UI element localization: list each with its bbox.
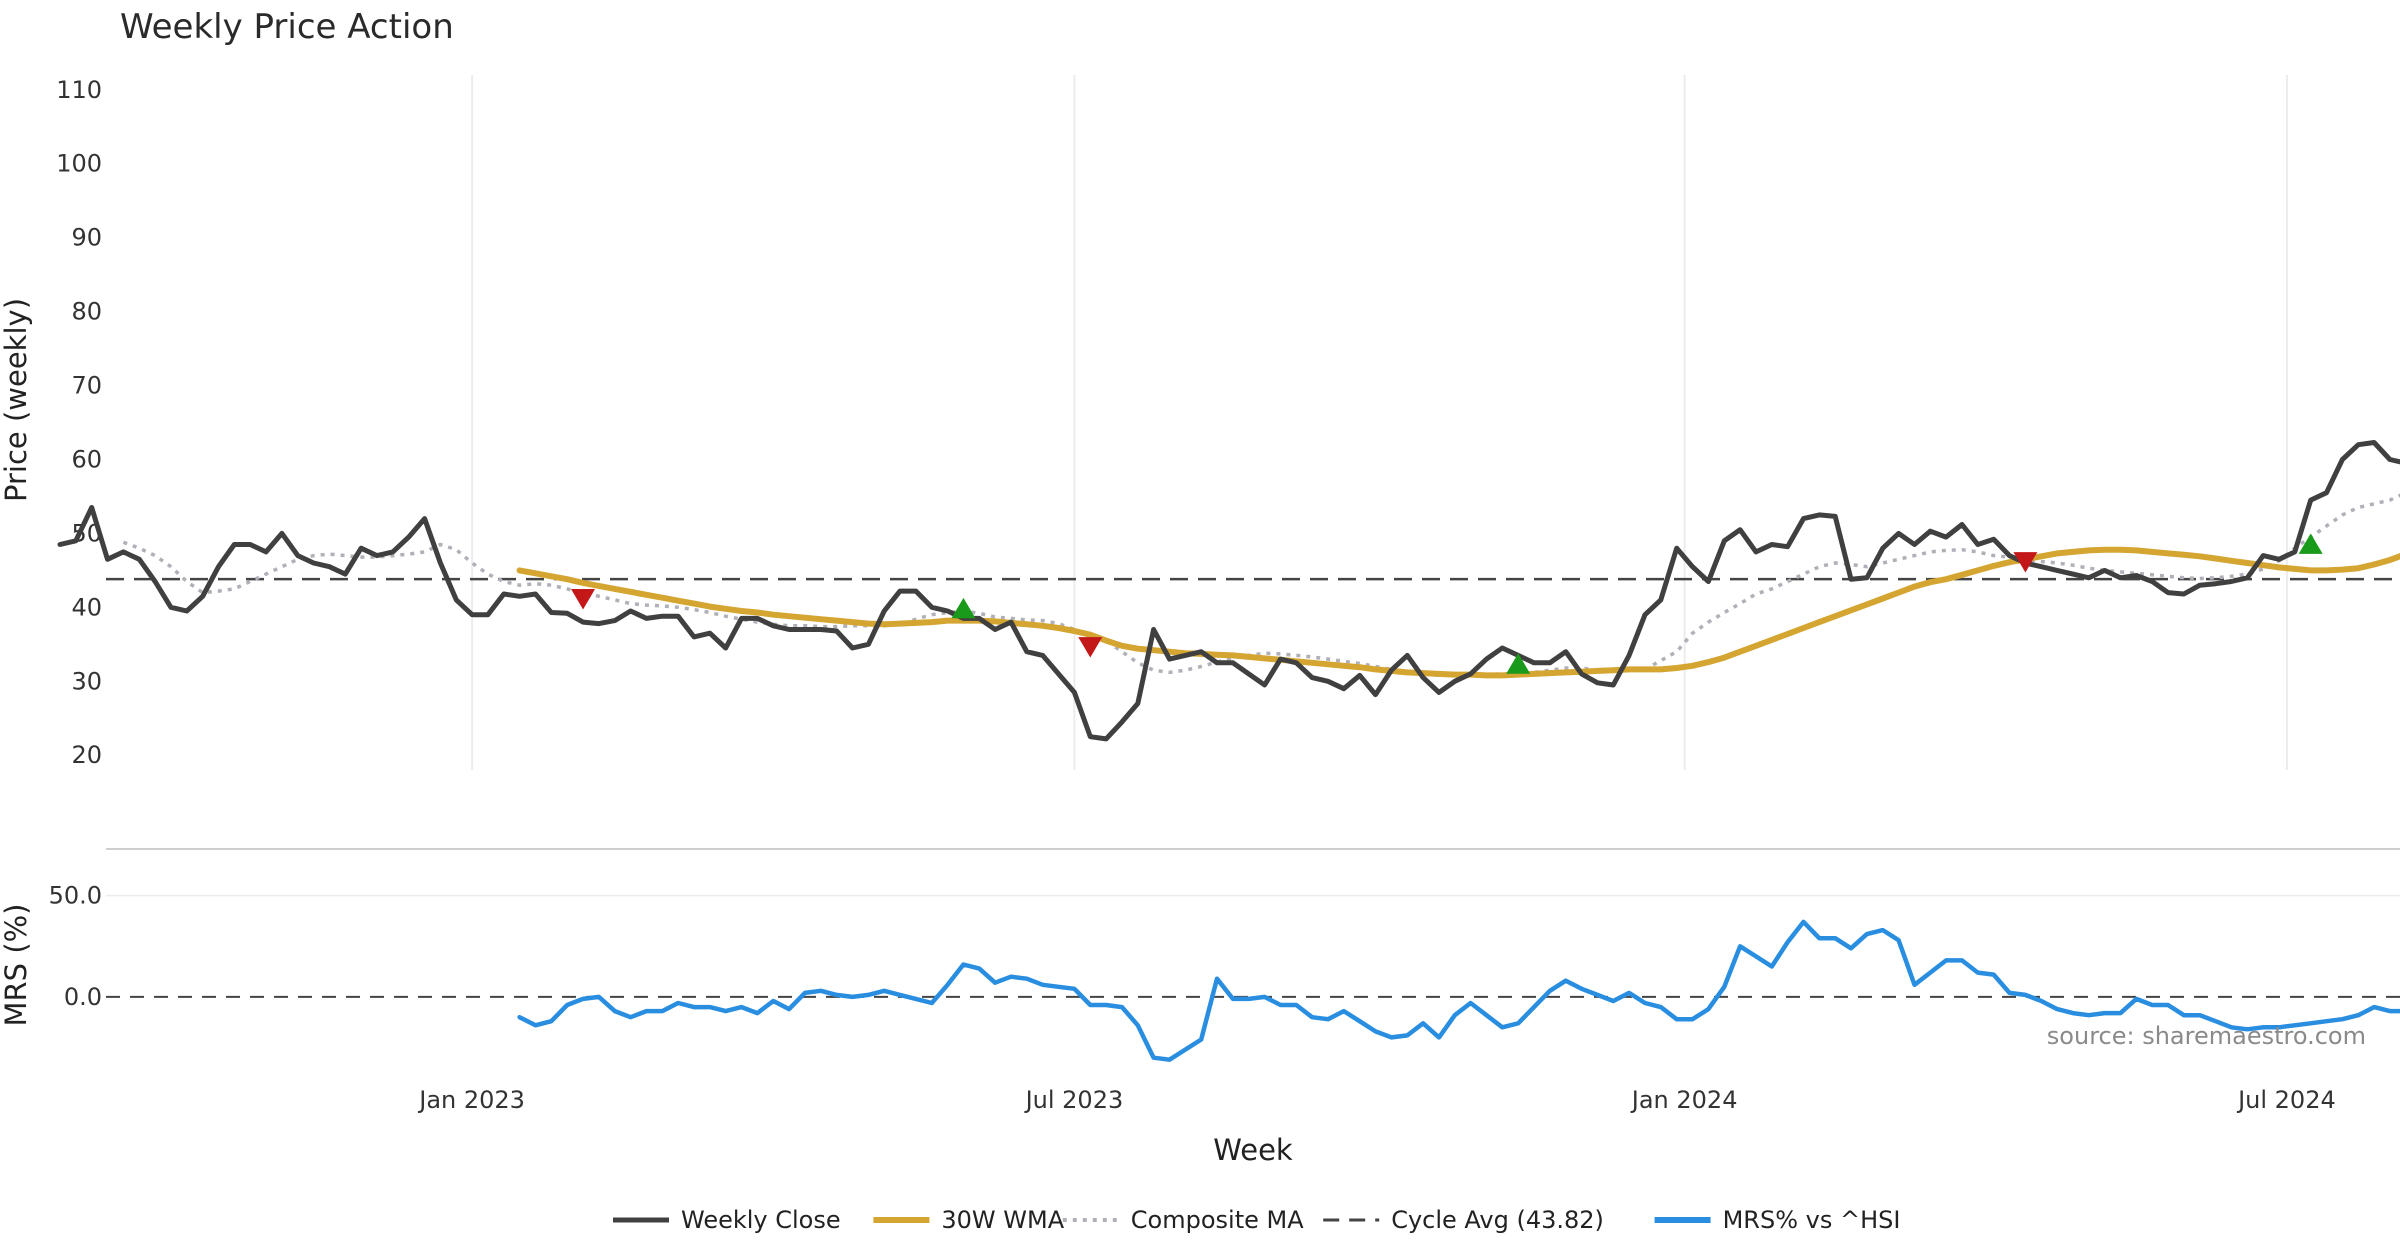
mrs-tick-label: 50.0 xyxy=(49,882,102,910)
series-30w-wma xyxy=(516,546,2400,679)
mrs-y-axis-title: MRS (%) xyxy=(0,904,33,1027)
buy-signal-marker xyxy=(1506,653,1531,674)
y-tick-label: 20 xyxy=(71,741,102,769)
y-tick-label: 70 xyxy=(71,372,102,400)
buy-signal-marker xyxy=(2298,533,2323,554)
x-tick-label: Jan 2023 xyxy=(417,1086,525,1114)
y-tick-label: 30 xyxy=(71,667,102,695)
x-tick-label: Jul 2024 xyxy=(2236,1086,2336,1114)
y-tick-label: 80 xyxy=(71,298,102,326)
mrs-y-axis: 0.0 50.0 xyxy=(49,882,102,1011)
x-tick-label: Jul 2023 xyxy=(1024,1086,1124,1114)
price-y-axis-title: Price (weekly) xyxy=(0,298,33,502)
legend-label: 30W WMA xyxy=(941,1206,1064,1234)
y-tick-label: 60 xyxy=(71,445,102,473)
legend-label: Weekly Close xyxy=(681,1206,841,1234)
legend-label: Cycle Avg (43.82) xyxy=(1391,1206,1604,1234)
x-tick-label: Jan 2024 xyxy=(1630,1086,1738,1114)
mrs-tick-label: 0.0 xyxy=(64,983,102,1011)
y-tick-label: 90 xyxy=(71,224,102,252)
price-grid xyxy=(471,75,2288,770)
legend-label: Composite MA xyxy=(1131,1206,1304,1234)
sell-signal-marker xyxy=(571,589,596,610)
series-weekly-close xyxy=(57,440,2400,742)
sell-signal-marker xyxy=(1078,637,1103,658)
y-tick-label: 100 xyxy=(56,150,102,178)
chart-title: Weekly Price Action xyxy=(120,7,454,47)
legend-label: MRS% vs ^HSI xyxy=(1723,1206,1901,1234)
y-tick-label: 110 xyxy=(56,76,102,104)
x-axis-title: Week xyxy=(1213,1133,1293,1167)
mrs-series-group xyxy=(106,919,2400,1062)
source-label: source: sharemaestro.com xyxy=(2047,1022,2366,1050)
legend: Weekly Close 30W WMA Composite MA Cycle Avg… xyxy=(613,1206,1900,1234)
y-tick-label: 40 xyxy=(71,593,102,621)
sell-signal-marker xyxy=(2013,552,2038,573)
buy-signal-marker xyxy=(951,597,976,619)
series-mrs-vs-hsi xyxy=(517,919,2400,1062)
signal-markers xyxy=(571,533,2323,674)
series-composite-ma xyxy=(122,493,2400,678)
price-series-group xyxy=(57,440,2400,742)
